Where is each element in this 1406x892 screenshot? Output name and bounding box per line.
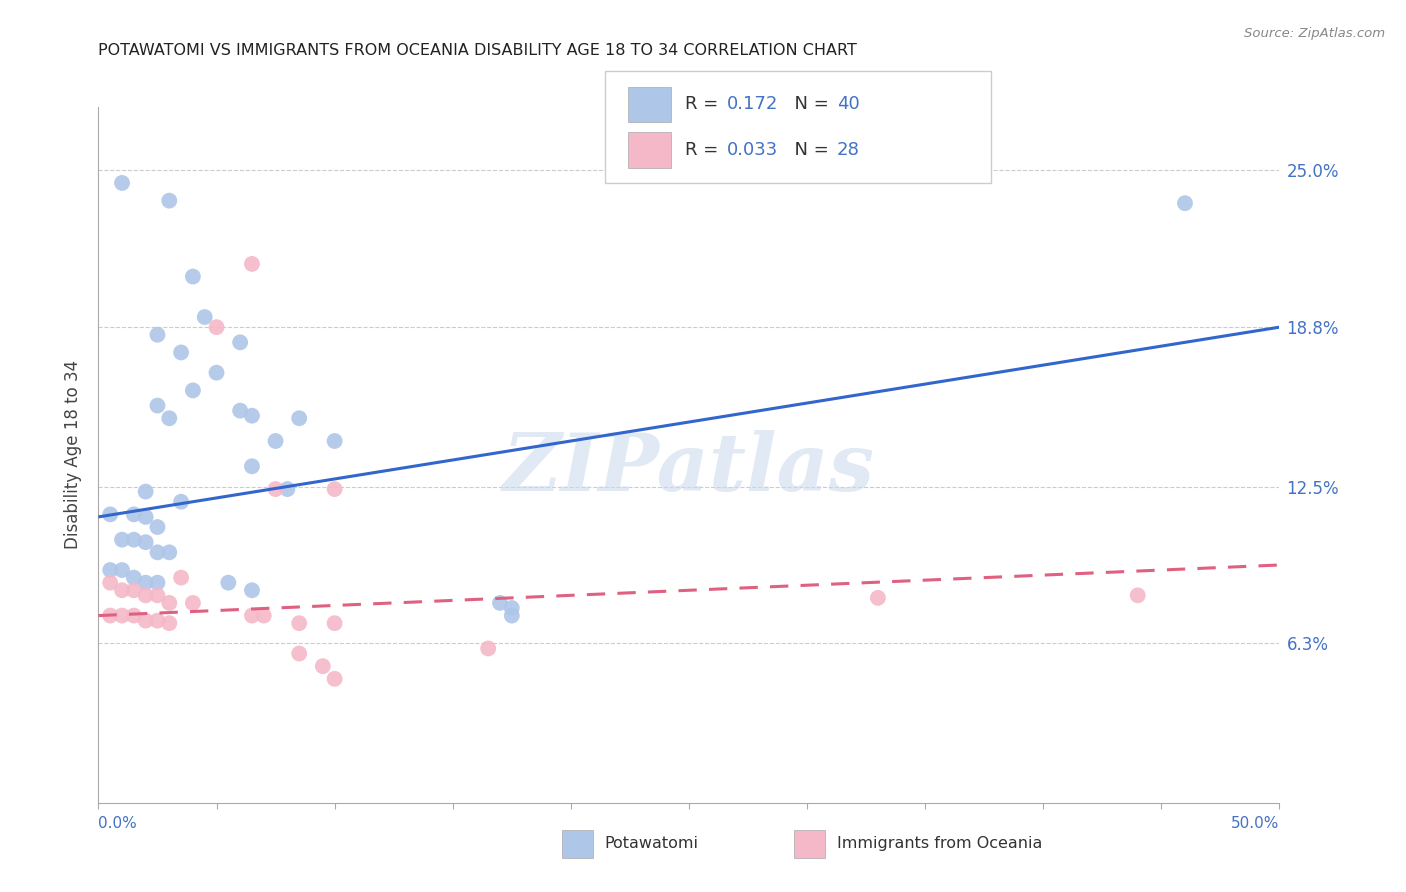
- Point: [323, 672, 346, 686]
- Point: [240, 257, 263, 271]
- Text: Immigrants from Oceania: Immigrants from Oceania: [837, 837, 1042, 851]
- Point: [146, 545, 169, 559]
- Text: R =: R =: [685, 95, 724, 113]
- Point: [312, 659, 335, 673]
- Point: [205, 366, 228, 380]
- Point: [135, 484, 157, 499]
- Point: [122, 533, 145, 547]
- Point: [1174, 196, 1197, 211]
- Point: [288, 411, 311, 425]
- Point: [240, 459, 263, 474]
- Point: [122, 608, 145, 623]
- Text: 40: 40: [837, 95, 859, 113]
- Point: [146, 520, 169, 534]
- Point: [264, 434, 287, 448]
- Text: ZIPatlas: ZIPatlas: [503, 430, 875, 508]
- Point: [170, 494, 193, 508]
- Point: [276, 482, 298, 496]
- Point: [501, 601, 523, 615]
- Point: [111, 608, 134, 623]
- Point: [111, 563, 134, 577]
- Point: [288, 647, 311, 661]
- Point: [157, 616, 180, 631]
- Point: [205, 320, 228, 334]
- Point: [501, 608, 523, 623]
- Point: [98, 508, 121, 522]
- Point: [111, 176, 134, 190]
- Point: [146, 327, 169, 342]
- Point: [146, 614, 169, 628]
- Point: [111, 533, 134, 547]
- Point: [866, 591, 889, 605]
- Text: 0.172: 0.172: [727, 95, 779, 113]
- Text: 0.0%: 0.0%: [98, 816, 138, 831]
- Point: [288, 616, 311, 631]
- Point: [323, 434, 346, 448]
- Point: [157, 194, 180, 208]
- Point: [135, 575, 157, 590]
- Point: [264, 482, 287, 496]
- Point: [217, 575, 239, 590]
- Point: [489, 596, 512, 610]
- Point: [229, 403, 252, 417]
- Point: [122, 583, 145, 598]
- Text: POTAWATOMI VS IMMIGRANTS FROM OCEANIA DISABILITY AGE 18 TO 34 CORRELATION CHART: POTAWATOMI VS IMMIGRANTS FROM OCEANIA DI…: [98, 43, 858, 58]
- Point: [240, 583, 263, 598]
- Text: Potawatomi: Potawatomi: [605, 837, 699, 851]
- Text: 0.033: 0.033: [727, 141, 778, 159]
- Y-axis label: Disability Age 18 to 34: Disability Age 18 to 34: [65, 360, 83, 549]
- Point: [135, 535, 157, 549]
- Point: [98, 608, 121, 623]
- Point: [98, 563, 121, 577]
- Point: [146, 575, 169, 590]
- Point: [157, 596, 180, 610]
- Text: N =: N =: [783, 95, 835, 113]
- Text: R =: R =: [685, 141, 724, 159]
- Point: [229, 335, 252, 350]
- Point: [253, 608, 276, 623]
- Text: 50.0%: 50.0%: [1232, 816, 1279, 831]
- Point: [477, 641, 499, 656]
- Text: Source: ZipAtlas.com: Source: ZipAtlas.com: [1244, 27, 1385, 40]
- Text: 28: 28: [837, 141, 859, 159]
- Point: [323, 616, 346, 631]
- Point: [122, 508, 145, 522]
- Point: [240, 608, 263, 623]
- Point: [135, 614, 157, 628]
- Point: [157, 545, 180, 559]
- Point: [1126, 588, 1149, 602]
- Point: [181, 596, 204, 610]
- Point: [170, 345, 193, 359]
- Point: [194, 310, 217, 324]
- Point: [135, 509, 157, 524]
- Point: [146, 588, 169, 602]
- Point: [170, 571, 193, 585]
- Point: [111, 583, 134, 598]
- Point: [181, 384, 204, 398]
- Text: N =: N =: [783, 141, 835, 159]
- Point: [98, 575, 121, 590]
- Point: [323, 482, 346, 496]
- Point: [240, 409, 263, 423]
- Point: [157, 411, 180, 425]
- Point: [135, 588, 157, 602]
- Point: [181, 269, 204, 284]
- Point: [122, 571, 145, 585]
- Point: [146, 399, 169, 413]
